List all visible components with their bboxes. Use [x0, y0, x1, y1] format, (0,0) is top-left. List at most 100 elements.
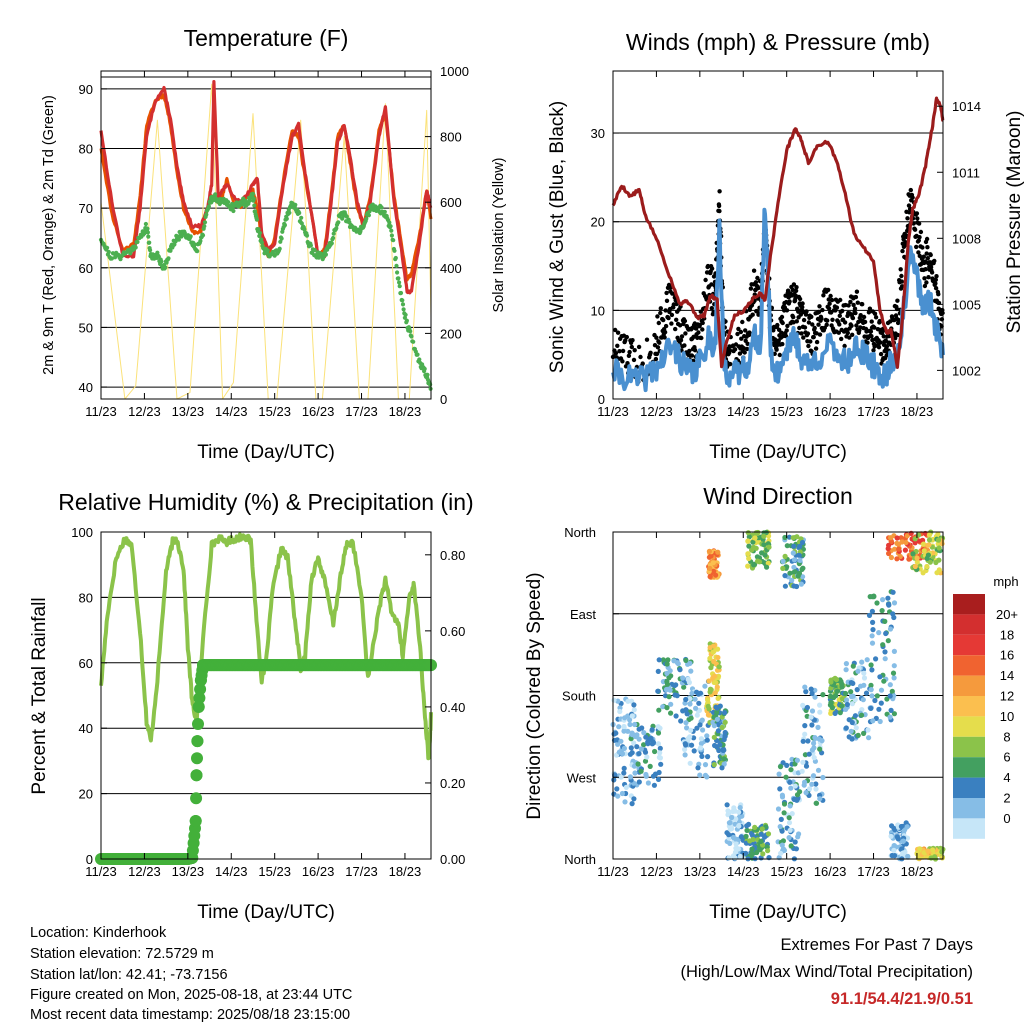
gust-point	[846, 303, 851, 308]
direction-point	[712, 679, 718, 686]
direction-point	[804, 704, 811, 711]
gust-point	[868, 329, 874, 334]
dewpoint-point	[344, 214, 349, 219]
direction-point	[698, 736, 705, 742]
direction-point	[885, 601, 892, 607]
direction-point	[812, 694, 818, 700]
dewpoint-point	[379, 205, 384, 210]
direction-point	[849, 719, 855, 726]
gust-point	[903, 240, 908, 245]
direction-point	[698, 745, 704, 751]
direction-point	[869, 693, 875, 699]
direction-point	[617, 708, 623, 715]
y2-tick-label: 0	[440, 392, 447, 407]
direction-point	[839, 703, 845, 709]
gust-point	[840, 308, 845, 314]
x-tick-label: 12/23	[128, 864, 161, 879]
gust-point	[790, 287, 795, 293]
direction-point	[902, 547, 909, 553]
colorbar-label: 18	[1000, 627, 1014, 642]
y-tick-label: 20	[591, 215, 605, 230]
colorbar-swatch	[953, 594, 985, 615]
direction-point	[687, 696, 693, 702]
y-tick-label: 40	[79, 721, 93, 736]
dewpoint-point	[257, 230, 262, 236]
gust-point	[630, 338, 635, 343]
x-tick-label: 11/23	[85, 404, 117, 419]
gust-point	[744, 346, 750, 352]
dewpoint-point	[389, 233, 394, 238]
direction-point	[789, 811, 795, 817]
direction-point	[813, 800, 819, 806]
direction-point	[778, 816, 784, 823]
direction-point	[736, 823, 742, 829]
direction-point	[712, 690, 718, 696]
direction-point	[756, 535, 762, 541]
direction-point	[932, 854, 938, 860]
gust-point	[900, 248, 905, 254]
direction-point	[707, 645, 713, 651]
direction-point	[834, 688, 840, 694]
colorbar-swatch	[953, 716, 985, 737]
gust-point	[860, 302, 865, 307]
direction-point	[684, 711, 690, 717]
gust-point	[638, 354, 643, 360]
dewpoint-point	[304, 233, 310, 238]
direction-point	[900, 850, 906, 856]
direction-point	[852, 713, 859, 719]
gust-point	[709, 266, 715, 271]
direction-point	[765, 848, 771, 854]
colorbar-swatch	[953, 675, 985, 696]
gust-point	[920, 245, 925, 250]
dewpoint-point	[143, 221, 148, 227]
direction-point	[934, 570, 940, 576]
dewpoint-point	[394, 263, 399, 268]
gust-point	[673, 326, 678, 332]
direction-point	[732, 808, 738, 814]
colorbar-label: 12	[1000, 689, 1014, 704]
direction-point	[796, 570, 803, 576]
direction-point	[764, 564, 770, 570]
gust-point	[828, 293, 833, 299]
gust-point	[653, 356, 659, 362]
direction-point	[833, 693, 839, 699]
direction-point	[625, 728, 631, 734]
direction-point	[717, 742, 723, 748]
dewpoint-point	[422, 366, 427, 371]
winds-ticks: 0 10 20 30 1002 1005 1008 1011 1014 11/23 12/23 13/…	[591, 71, 981, 419]
gust-point	[824, 322, 829, 327]
gust-point	[914, 244, 919, 250]
gust-point	[817, 304, 822, 309]
direction-point	[792, 569, 798, 575]
direction-point	[615, 741, 621, 747]
winds-axes-frame	[612, 70, 944, 400]
direction-point	[749, 846, 755, 852]
direction-point	[855, 668, 861, 674]
direction-point	[660, 704, 666, 710]
dewpoint-point	[195, 249, 200, 254]
direction-point	[697, 690, 704, 696]
dewpoint-point	[147, 240, 152, 245]
direction-point	[809, 747, 816, 753]
gust-point	[805, 331, 811, 336]
direction-point	[614, 786, 620, 792]
pressure-line	[611, 96, 945, 369]
direction-point	[627, 721, 633, 728]
direction-point	[799, 566, 805, 573]
direction-point	[891, 843, 897, 849]
direction-point	[782, 583, 789, 589]
direction-point	[813, 786, 819, 792]
humidity-ylabel: Percent & Total Rainfall	[29, 597, 50, 794]
gust-point	[826, 306, 832, 311]
humidity-title: Relative Humidity (%) & Precipitation (i…	[58, 489, 473, 515]
gust-point	[809, 314, 814, 319]
direction-point	[864, 657, 870, 663]
gust-point	[921, 254, 926, 259]
direction-point	[832, 710, 838, 717]
gust-point	[669, 312, 675, 318]
y-tick-label: 90	[79, 82, 93, 97]
gust-point	[627, 349, 632, 355]
colorbar-label: 8	[1003, 729, 1010, 744]
gust-point	[869, 334, 874, 339]
direction-point	[888, 535, 894, 541]
